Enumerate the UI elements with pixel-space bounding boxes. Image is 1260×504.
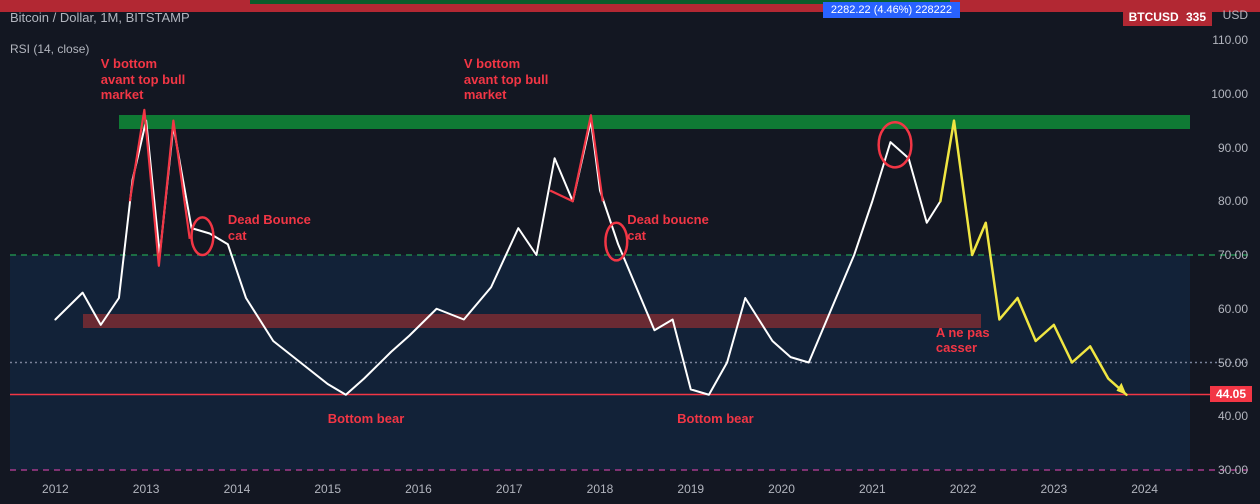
x-axis-tick: 2022	[950, 482, 977, 496]
y-axis-tick: 70.00	[1218, 248, 1248, 262]
annotation-anepas[interactable]: A ne pascasser	[936, 325, 990, 356]
x-axis-tick: 2020	[768, 482, 795, 496]
y-axis-tick: 80.00	[1218, 194, 1248, 208]
x-axis-tick: 2021	[859, 482, 886, 496]
annotation-bottombear1[interactable]: Bottom bear	[328, 411, 405, 427]
chart-container[interactable]: 2282.22 (4.46%) 228222 Bitcoin / Dollar,…	[0, 0, 1260, 504]
ticker-value: 335	[1186, 10, 1206, 24]
y-axis-tick: 100.00	[1211, 87, 1248, 101]
currency-label: USD	[1223, 8, 1248, 22]
y-axis-tick: 60.00	[1218, 302, 1248, 316]
annotation-vbottom2[interactable]: V bottomavant top bullmarket	[464, 56, 549, 103]
annotation-bottombear2[interactable]: Bottom bear	[677, 411, 754, 427]
ticker-badge[interactable]: BTCUSD 335	[1123, 8, 1212, 26]
x-axis-tick: 2019	[677, 482, 704, 496]
annotation-vbottom1[interactable]: V bottomavant top bullmarket	[101, 56, 186, 103]
ticker-header[interactable]: Bitcoin / Dollar, 1M, BITSTAMP	[10, 10, 190, 25]
x-axis-tick: 2012	[42, 482, 69, 496]
x-axis-tick: 2023	[1040, 482, 1067, 496]
x-axis-tick: 2015	[314, 482, 341, 496]
x-axis-tick: 2017	[496, 482, 523, 496]
rsi-chart-svg[interactable]	[0, 0, 1260, 504]
x-axis-tick: 2013	[133, 482, 160, 496]
y-axis-tick: 40.00	[1218, 409, 1248, 423]
y-axis-tick: 50.00	[1218, 356, 1248, 370]
price-info-badge: 2282.22 (4.46%) 228222	[823, 2, 960, 18]
y-axis-tick: 110.00	[1212, 33, 1248, 47]
annotation-deadcat2[interactable]: Dead boucnecat	[627, 212, 709, 243]
x-axis-tick: 2018	[587, 482, 614, 496]
y-axis-tick: 30.00	[1218, 463, 1248, 477]
x-axis-tick: 2016	[405, 482, 432, 496]
annotation-deadcat1[interactable]: Dead Bouncecat	[228, 212, 311, 243]
series-rsi_history[interactable]	[55, 121, 940, 395]
y-axis-tick: 90.00	[1218, 141, 1248, 155]
x-axis-tick: 2014	[224, 482, 251, 496]
ticker-symbol: BTCUSD	[1129, 10, 1179, 24]
rsi-indicator-label[interactable]: RSI (14, close)	[10, 42, 89, 56]
price-marker: 44.05	[1210, 386, 1252, 402]
x-axis-tick: 2024	[1131, 482, 1158, 496]
projection-arrow-icon	[1116, 383, 1126, 395]
